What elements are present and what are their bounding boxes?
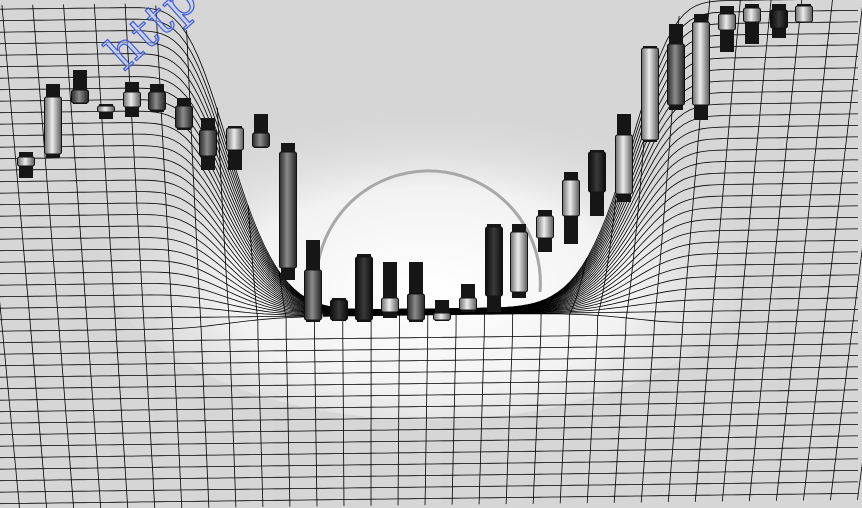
candle-body [615, 134, 633, 195]
candle-body [510, 231, 528, 293]
mesh-column-line [247, 204, 264, 508]
mesh-column-line [830, 248, 862, 501]
candle-body [97, 105, 115, 113]
candle-body [641, 47, 659, 141]
candle-body [692, 21, 710, 106]
mesh-column-line [559, 257, 588, 504]
candle-body [279, 151, 297, 269]
mesh-column-line [586, 183, 618, 504]
mesh-column-line [505, 304, 526, 505]
mesh-row-line [0, 332, 858, 344]
mesh-column-line [424, 308, 433, 506]
mesh-row-line [0, 458, 858, 470]
candle-body [407, 293, 425, 321]
mesh-row-line [0, 447, 858, 459]
candle-body [485, 226, 503, 297]
candle-body [17, 156, 35, 167]
candlestick-series [17, 4, 813, 322]
candle-body [718, 13, 736, 31]
mesh-row-line [0, 401, 858, 413]
mesh-column-line [803, 6, 862, 501]
mesh-row-line [0, 470, 858, 482]
candle-body [562, 179, 580, 217]
mesh-column-line [63, 4, 102, 508]
mesh-row-line [0, 313, 858, 332]
mesh-column-line [775, 0, 833, 501]
mesh-column-line [694, 0, 741, 502]
mesh-row-line [0, 493, 858, 505]
mesh-row-line [0, 435, 858, 447]
mesh-row-line [0, 481, 858, 493]
candle-body [148, 91, 166, 111]
mesh-column-line [721, 0, 772, 502]
candle-body [588, 151, 606, 193]
candle-body [199, 129, 217, 157]
candle-body [175, 105, 193, 129]
mesh-row-line [0, 366, 858, 378]
candle-body [226, 127, 244, 151]
mesh-row-line [0, 389, 858, 401]
candle-body [536, 215, 554, 239]
mesh-column-line [1, 5, 47, 508]
candle-body [795, 5, 813, 23]
candle-body [330, 299, 348, 321]
candle-body [252, 132, 270, 148]
mesh-row-line [0, 412, 858, 424]
mesh-row-line [0, 378, 858, 390]
mesh-column-line [93, 3, 129, 508]
candle-body [743, 7, 761, 23]
candle-body [304, 269, 322, 321]
mesh-row-line [0, 355, 858, 367]
candle-body [459, 297, 477, 311]
candle-body [381, 297, 399, 313]
candle-body [433, 312, 451, 321]
mesh-column-line [278, 270, 291, 507]
mesh-column-line [397, 308, 403, 506]
mesh-column-line [748, 0, 803, 502]
candle-body [44, 96, 62, 155]
mesh-row-line [0, 343, 858, 355]
candle-body [123, 91, 141, 108]
mesh-column-line [0, 301, 20, 508]
mesh-column-line [532, 293, 557, 504]
candle-body [667, 43, 685, 106]
candle-body [71, 89, 89, 104]
mesh-column-line [217, 107, 237, 508]
mesh-column-line [613, 84, 649, 503]
candle-body [770, 9, 788, 29]
mesh-row-line [0, 424, 858, 436]
mesh-column-line [32, 4, 75, 508]
candle-body [355, 256, 373, 321]
